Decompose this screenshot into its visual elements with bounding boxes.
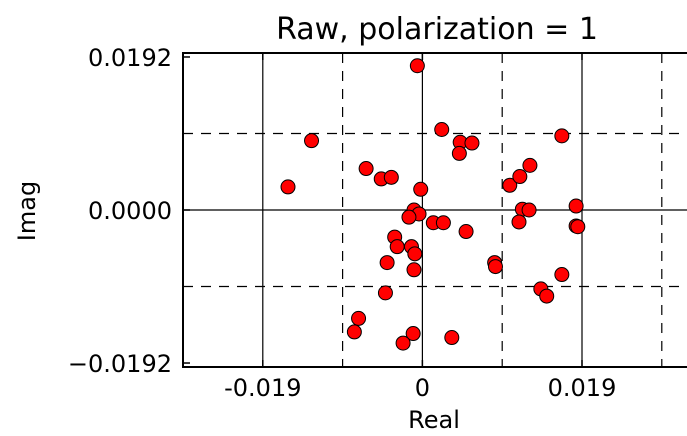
data-point xyxy=(539,288,555,304)
data-point xyxy=(502,177,518,193)
data-point xyxy=(383,169,399,185)
data-point xyxy=(413,181,429,197)
axis-ticks: -0.019 0 0.019 0.0192 0.0000 −0.0192 xyxy=(68,44,616,402)
data-point xyxy=(409,58,425,74)
data-point xyxy=(379,255,395,271)
data-point xyxy=(522,157,538,173)
data-point xyxy=(451,145,467,161)
data-point xyxy=(434,122,450,138)
data-point xyxy=(464,135,480,151)
data-point xyxy=(568,198,584,214)
x-axis-label: Real xyxy=(408,406,460,434)
data-point xyxy=(511,214,527,230)
data-point xyxy=(304,133,320,149)
x-tick-label: 0 xyxy=(415,374,430,402)
data-point xyxy=(512,169,528,185)
data-point xyxy=(407,246,423,262)
y-tick-label: −0.0192 xyxy=(68,350,172,378)
data-point xyxy=(395,335,411,351)
y-tick-label: 0.0000 xyxy=(88,197,172,225)
data-point xyxy=(377,285,393,301)
data-point xyxy=(401,209,417,225)
data-point xyxy=(351,310,367,326)
data-point xyxy=(570,219,586,235)
y-tick-label: 0.0192 xyxy=(88,44,172,72)
data-point xyxy=(358,161,374,177)
data-point xyxy=(405,326,421,342)
data-points xyxy=(280,58,586,351)
data-point xyxy=(487,259,503,275)
data-point xyxy=(458,224,474,240)
data-point xyxy=(554,267,570,283)
data-point xyxy=(435,215,451,231)
data-point xyxy=(346,324,362,340)
data-point xyxy=(280,179,296,195)
chart-title: Raw, polarization = 1 xyxy=(276,12,598,47)
data-point xyxy=(444,330,460,346)
data-point xyxy=(406,262,422,278)
data-point xyxy=(521,202,537,218)
y-axis-label: Imag xyxy=(13,181,41,241)
x-tick-label: -0.019 xyxy=(224,374,301,402)
data-point xyxy=(389,239,405,255)
data-point xyxy=(554,128,570,144)
x-tick-label: 0.019 xyxy=(548,374,617,402)
